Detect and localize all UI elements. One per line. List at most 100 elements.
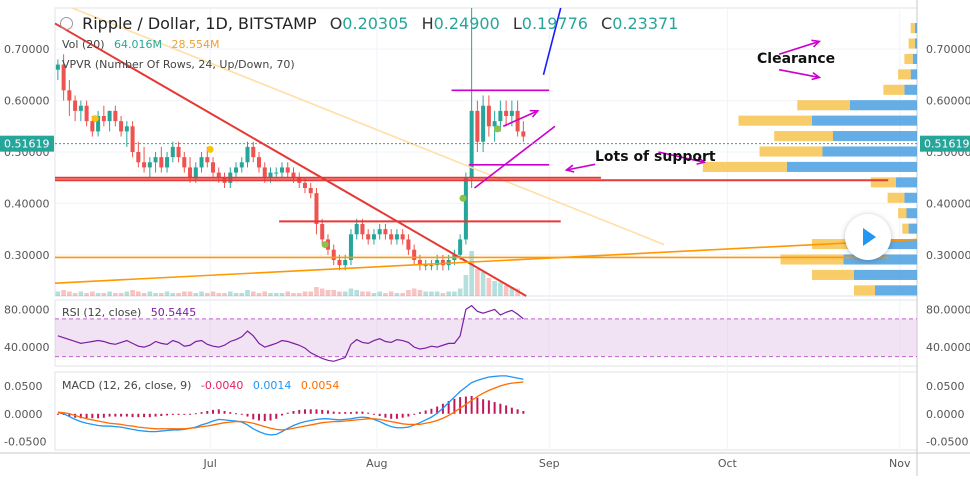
macd-histogram-bar — [280, 413, 283, 416]
macd-histogram-bar — [338, 412, 341, 414]
volume-bar — [222, 293, 227, 296]
macd-histogram-bar — [487, 400, 490, 414]
volume-bar — [457, 288, 463, 296]
play-button[interactable] — [845, 214, 891, 260]
support-annotation[interactable]: Lots of support — [595, 149, 716, 165]
candle-body — [469, 110, 474, 178]
rsi-tick-right: 40.0000 — [926, 341, 970, 354]
symbol-title: Ripple / Dollar, 1D, BITSTAMP — [82, 14, 317, 33]
candle-body — [377, 229, 382, 235]
candle-body — [193, 167, 198, 178]
candle-body — [440, 260, 445, 266]
macd-histogram-bar — [367, 412, 370, 414]
vpvr-bar-up — [910, 23, 915, 34]
macd-value-a: -0.0040 — [200, 379, 244, 392]
volume-bar — [388, 291, 394, 296]
volume-bar — [153, 293, 158, 296]
macd-tick-right: 0.0000 — [926, 408, 965, 421]
volume-bar — [78, 291, 84, 296]
volume-bar — [164, 291, 170, 296]
macd-histogram-bar — [401, 413, 404, 418]
vpvr-bar-down — [896, 177, 917, 188]
volume-bar — [440, 293, 446, 296]
candle-body — [211, 162, 216, 173]
volume-bar — [429, 291, 434, 296]
macd-line — [57, 375, 524, 436]
macd-histogram-bar — [183, 413, 186, 415]
candle-body — [67, 90, 72, 101]
rsi-tick-right: 80.0000 — [926, 303, 970, 316]
y-tick-label-left: 0.40000 — [4, 197, 50, 210]
y-tick-label-right: 0.60000 — [926, 95, 970, 108]
volume-bar — [170, 293, 176, 296]
rsi-name: RSI (12, close) — [62, 306, 142, 319]
volume-bar — [55, 291, 61, 296]
macd-histogram-bar — [522, 411, 525, 414]
volume-bar — [296, 293, 302, 296]
vpvr-bar-up — [904, 53, 913, 64]
macd-name: MACD (12, 26, close, 9) — [62, 379, 192, 392]
candle-body — [291, 172, 296, 178]
rsi-legend[interactable]: RSI (12, close) 50.5445 — [62, 306, 202, 319]
candle-body — [481, 105, 486, 142]
candle-body — [498, 110, 503, 122]
vpvr-bar-down — [912, 53, 917, 64]
candle-body — [423, 265, 428, 267]
volume-bar — [147, 291, 153, 296]
macd-histogram-bar — [91, 413, 94, 419]
volume-bar — [124, 291, 130, 296]
signal-dot — [459, 194, 467, 202]
candle-body — [188, 167, 193, 178]
macd-histogram-bar — [499, 403, 502, 414]
candle-body — [366, 234, 371, 240]
macd-value-b: 0.0014 — [252, 379, 292, 392]
macd-histogram-bar — [56, 413, 59, 415]
macd-histogram-bar — [447, 400, 450, 414]
vpvr-bar-up — [774, 131, 833, 142]
vpvr-bar-down — [812, 115, 917, 126]
vpvr-bar-down — [833, 131, 917, 142]
annotation-arrow — [778, 68, 820, 79]
macd-legend[interactable]: MACD (12, 26, close, 9) -0.0040 0.0014 0… — [62, 379, 345, 392]
volume-value-a: 64.016M — [114, 38, 163, 51]
candle-body — [348, 234, 353, 260]
candle-body — [389, 234, 394, 240]
vpvr-legend[interactable]: VPVR (Number Of Rows, 24, Up/Down, 70) — [62, 58, 301, 71]
candle-body — [274, 172, 279, 174]
candle-body — [245, 146, 250, 163]
vpvr-bar-up — [797, 100, 850, 111]
low-value: 0.19776 — [521, 14, 588, 33]
macd-histogram-bar — [482, 399, 485, 414]
vpvr-bar-down — [849, 100, 917, 111]
macd-histogram-bar — [372, 413, 375, 415]
macd-histogram-bar — [413, 413, 416, 415]
candle-body — [136, 152, 141, 163]
macd-histogram-bar — [246, 413, 249, 417]
clearance-annotation[interactable]: Clearance — [757, 51, 836, 67]
vpvr-bar-up — [854, 285, 875, 296]
volume-bar — [452, 291, 457, 296]
close-value: 0.23371 — [612, 14, 679, 33]
volume-bar — [216, 293, 222, 296]
volume-bar — [475, 269, 480, 296]
macd-histogram-bar — [424, 410, 427, 414]
macd-histogram-bar — [349, 412, 352, 414]
volume-bar — [285, 291, 291, 296]
vpvr-bar-down — [914, 23, 917, 34]
vpvr-name: VPVR (Number Of Rows, 24, Up/Down, 70) — [62, 58, 295, 71]
volume-bar — [90, 291, 95, 296]
macd-histogram-bar — [137, 413, 140, 418]
candle-body — [61, 64, 66, 91]
volume-legend[interactable]: Vol (20) 64.016M 28.554M — [62, 38, 226, 51]
macd-histogram-bar — [85, 413, 88, 419]
vpvr-bar-down — [786, 161, 917, 172]
volume-bar — [383, 293, 388, 296]
volume-bar — [463, 275, 469, 296]
candle-body — [417, 260, 422, 266]
macd-histogram-bar — [436, 406, 439, 414]
rsi-line — [57, 304, 524, 362]
vpvr-bar-down — [914, 38, 917, 49]
volume-name: Vol (20) — [62, 38, 105, 51]
macd-histogram-bar — [206, 411, 209, 414]
